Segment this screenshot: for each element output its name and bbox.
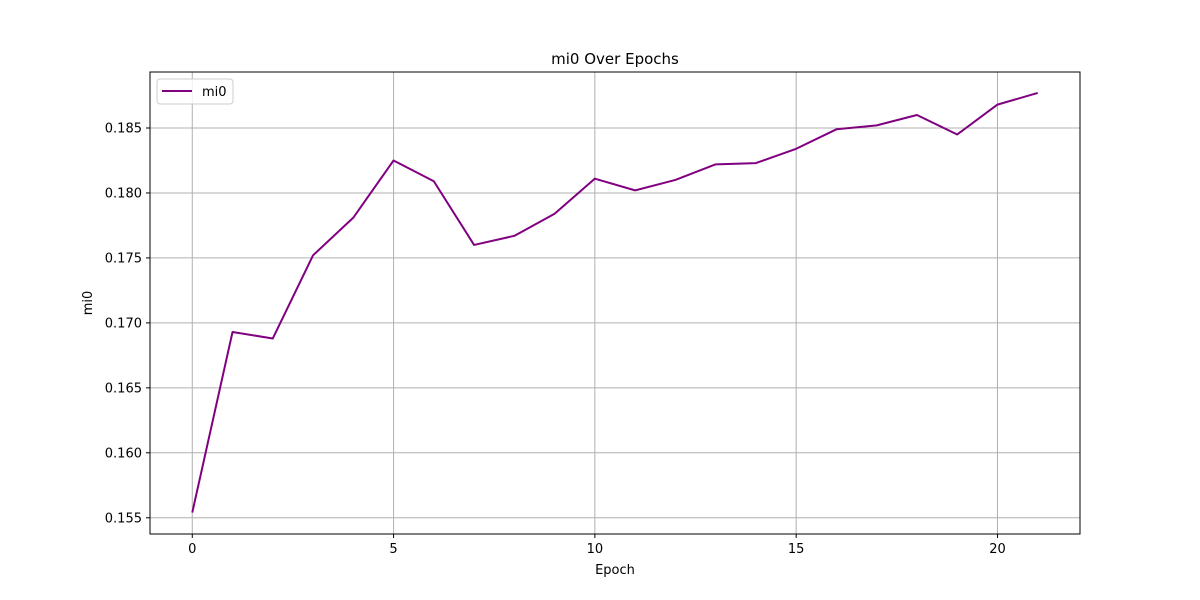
plot-area bbox=[150, 72, 1080, 534]
y-tick-label: 0.155 bbox=[105, 511, 142, 526]
y-tick-label: 0.165 bbox=[105, 381, 142, 396]
legend: mi0 bbox=[156, 78, 234, 105]
x-tick-label: 20 bbox=[989, 542, 1006, 557]
x-tick-label: 15 bbox=[788, 542, 805, 557]
y-tick-label: 0.170 bbox=[105, 316, 142, 331]
y-tick-label: 0.160 bbox=[105, 446, 142, 461]
chart-title: mi0 Over Epochs bbox=[551, 50, 679, 68]
x-tick-label: 10 bbox=[587, 542, 604, 557]
x-axis-title: Epoch bbox=[595, 563, 635, 578]
series-layer bbox=[191, 91, 1039, 513]
grid bbox=[150, 72, 1080, 534]
x-axis: 0 5 10 15 20 bbox=[188, 534, 1006, 557]
y-tick-label: 0.175 bbox=[105, 251, 142, 266]
y-tick-label: 0.180 bbox=[105, 186, 142, 201]
legend-label-mi0: mi0 bbox=[202, 85, 227, 100]
plot-frame bbox=[149, 71, 1081, 535]
x-tick-label: 0 bbox=[188, 542, 196, 557]
y-tick-label: 0.185 bbox=[105, 121, 142, 136]
legend-box bbox=[156, 78, 234, 105]
y-axis-title: mi0 bbox=[81, 291, 96, 316]
y-axis: 0.155 0.160 0.165 0.170 0.175 0.180 0.185 bbox=[105, 121, 150, 526]
series-line-mi0 bbox=[191, 91, 1039, 513]
x-tick-label: 5 bbox=[389, 542, 397, 557]
